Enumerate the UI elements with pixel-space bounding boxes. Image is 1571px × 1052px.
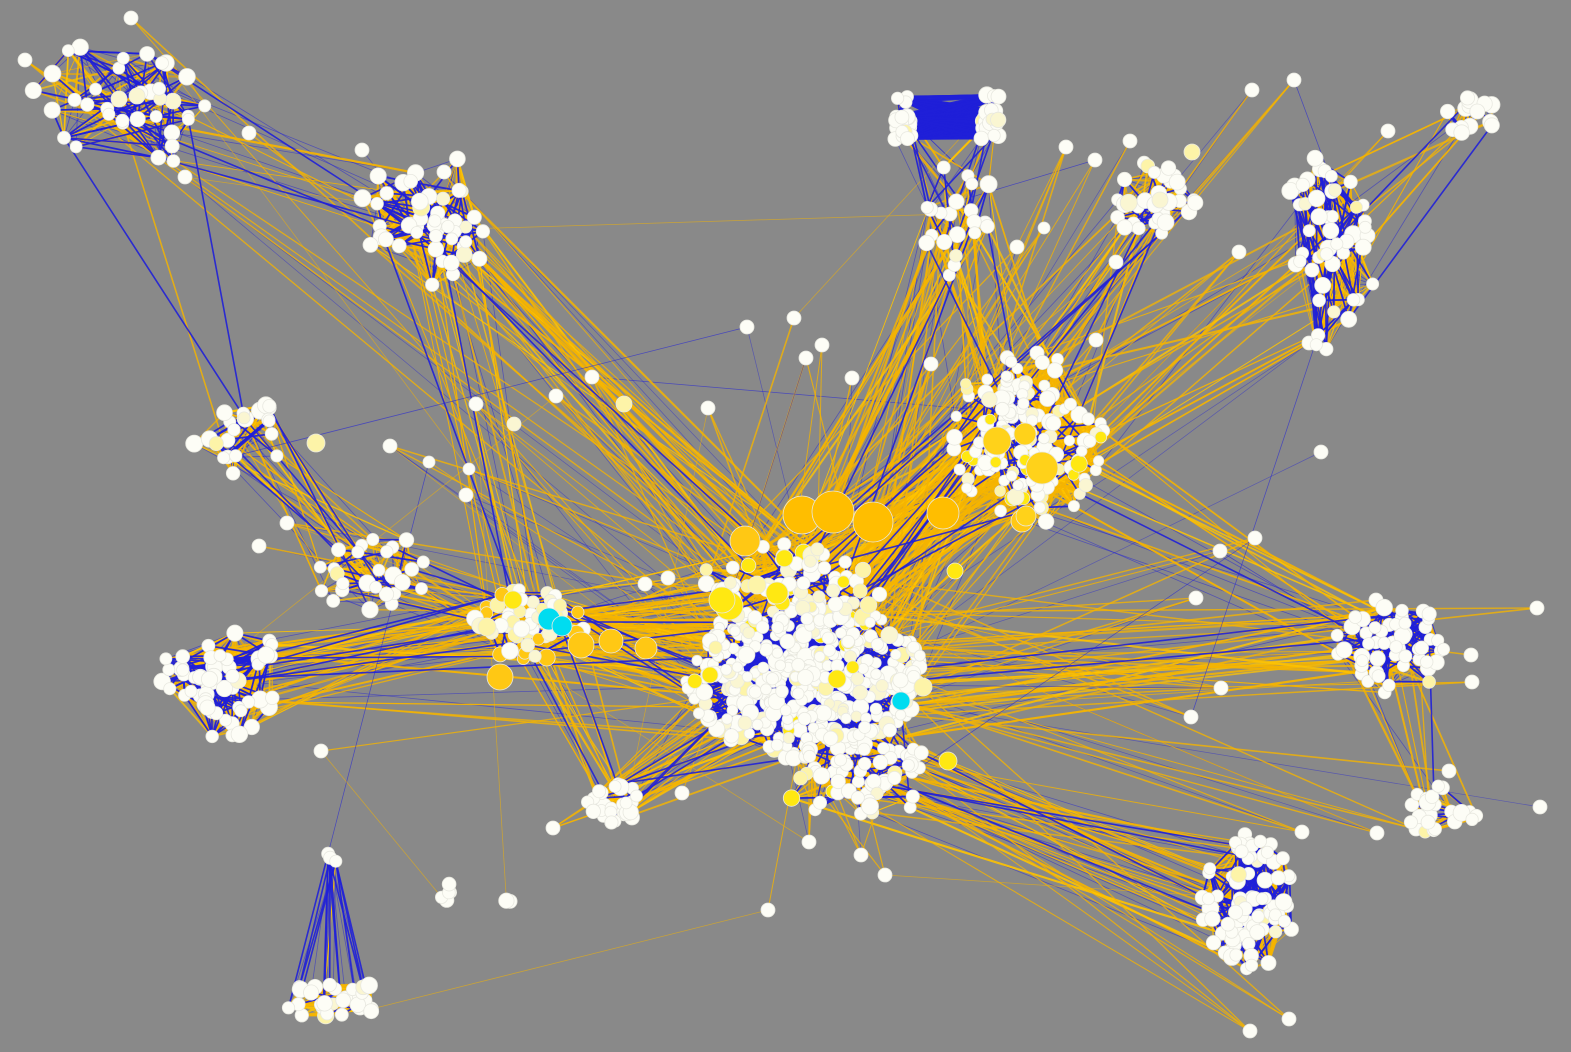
graph-edge bbox=[52, 53, 148, 75]
graph-edge bbox=[897, 680, 1378, 834]
graph-edge bbox=[169, 688, 213, 738]
graph-edge bbox=[329, 857, 346, 998]
graph-edge bbox=[333, 593, 387, 602]
graph-edge bbox=[898, 751, 1249, 859]
graph-edge bbox=[321, 569, 380, 592]
graph-edge bbox=[869, 451, 1322, 673]
graph-edge bbox=[333, 600, 392, 605]
graph-edge bbox=[956, 135, 995, 202]
graph-edge bbox=[33, 67, 120, 92]
graph-edge bbox=[956, 159, 1096, 202]
graph-edge bbox=[52, 109, 173, 147]
graph-edge bbox=[52, 109, 418, 227]
graph-edge bbox=[437, 229, 556, 617]
graph-edge bbox=[67, 50, 108, 110]
